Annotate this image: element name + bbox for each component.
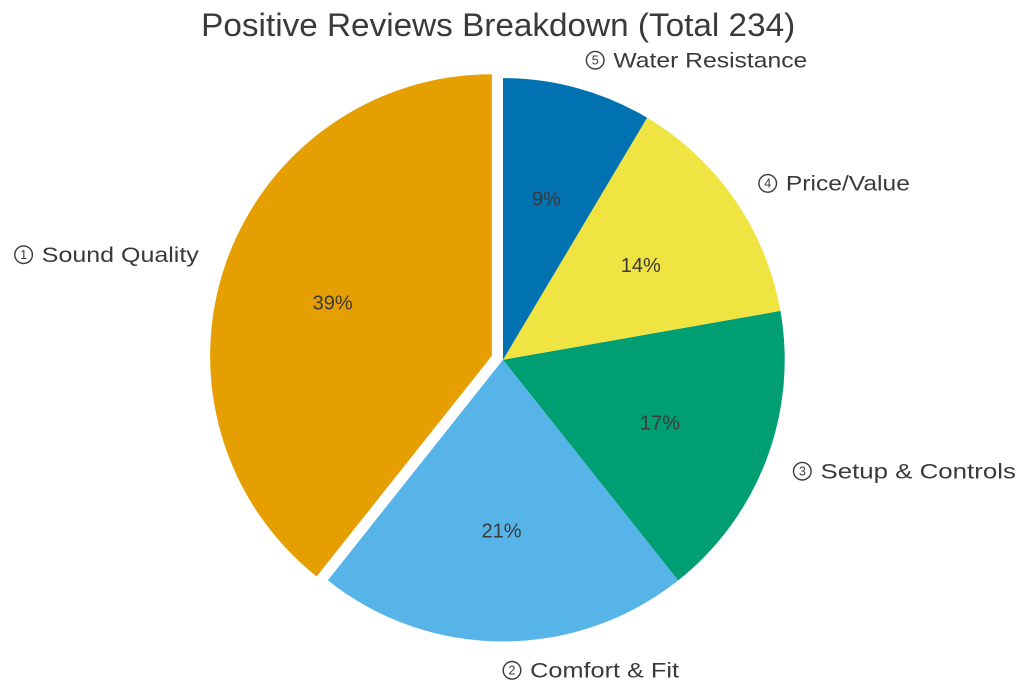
svg-text:Water Resistance: Water Resistance <box>613 49 807 72</box>
svg-text:4: 4 <box>764 177 771 191</box>
svg-text:2: 2 <box>509 664 516 678</box>
svg-text:21%: 21% <box>481 521 521 543</box>
svg-text:1: 1 <box>20 248 27 262</box>
svg-text:Positive Reviews Breakdown (To: Positive Reviews Breakdown (Total 234) <box>201 7 795 43</box>
svg-text:Comfort & Fit: Comfort & Fit <box>530 660 679 683</box>
svg-text:3: 3 <box>799 465 806 479</box>
svg-text:9%: 9% <box>532 188 561 210</box>
svg-text:39%: 39% <box>313 293 353 315</box>
svg-text:Sound Quality: Sound Quality <box>42 244 200 267</box>
svg-text:Price/Value: Price/Value <box>786 173 910 196</box>
svg-text:Setup & Controls: Setup & Controls <box>821 460 1016 483</box>
svg-text:5: 5 <box>592 54 599 68</box>
svg-text:17%: 17% <box>640 413 680 435</box>
svg-text:14%: 14% <box>621 255 661 277</box>
